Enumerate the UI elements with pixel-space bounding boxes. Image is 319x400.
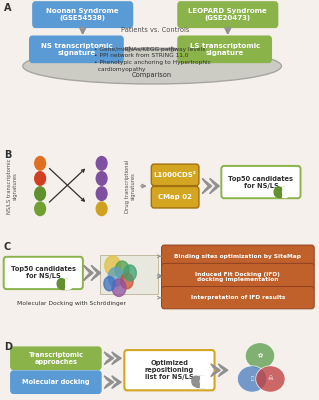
Text: D: D (4, 342, 12, 352)
Text: Optimized
repositioning
list for NS/LS: Optimized repositioning list for NS/LS (145, 360, 194, 380)
Ellipse shape (237, 366, 267, 392)
Text: • Gene/miRNAs/KEGG pathway levels
• PPI network from STRING 11.0
• Phenotypic an: • Gene/miRNAs/KEGG pathway levels • PPI … (94, 46, 211, 72)
Circle shape (124, 265, 136, 281)
Bar (61, 278, 70, 289)
Bar (196, 376, 204, 386)
Polygon shape (112, 376, 121, 388)
Bar (200, 376, 204, 386)
Text: Interpretation of IFD results: Interpretation of IFD results (191, 295, 285, 300)
Text: Comparison: Comparison (132, 72, 172, 78)
Text: Noonan Syndrome
(GSE54538): Noonan Syndrome (GSE54538) (46, 8, 119, 21)
Text: Binding sites optimization by SiteMap: Binding sites optimization by SiteMap (174, 254, 301, 259)
Text: Molecular docking: Molecular docking (22, 379, 90, 385)
Text: NS transcriptomic
signature: NS transcriptomic signature (41, 43, 112, 56)
Text: B: B (4, 150, 11, 160)
Text: Drug transcriptional
signatures: Drug transcriptional signatures (125, 160, 136, 213)
Polygon shape (104, 376, 114, 388)
Circle shape (96, 172, 107, 185)
Circle shape (96, 156, 107, 170)
FancyBboxPatch shape (33, 2, 132, 28)
Text: Transcriptomic
approaches: Transcriptomic approaches (28, 352, 83, 365)
Circle shape (57, 278, 65, 289)
Polygon shape (202, 178, 212, 194)
Polygon shape (104, 352, 114, 365)
Bar (65, 278, 70, 289)
Ellipse shape (245, 343, 275, 369)
Text: A: A (4, 3, 11, 13)
Circle shape (115, 261, 129, 278)
Text: 🎓: 🎓 (251, 376, 254, 382)
FancyBboxPatch shape (151, 164, 199, 186)
Circle shape (282, 187, 291, 197)
Circle shape (108, 267, 123, 286)
FancyBboxPatch shape (100, 255, 159, 294)
Polygon shape (84, 265, 93, 280)
Circle shape (112, 279, 126, 296)
Circle shape (104, 276, 115, 291)
FancyBboxPatch shape (11, 347, 101, 370)
Circle shape (35, 172, 46, 185)
Text: Patients vs. Controls: Patients vs. Controls (121, 27, 189, 33)
Ellipse shape (256, 366, 285, 392)
Text: LS transcriptomic
signature: LS transcriptomic signature (189, 43, 260, 56)
FancyBboxPatch shape (11, 371, 101, 393)
FancyBboxPatch shape (221, 166, 300, 198)
Circle shape (105, 256, 121, 276)
Text: LEOPARD Syndrome
(GSE20473): LEOPARD Syndrome (GSE20473) (189, 8, 267, 21)
Polygon shape (91, 265, 101, 280)
Polygon shape (112, 352, 121, 365)
Circle shape (96, 202, 107, 216)
Circle shape (35, 156, 46, 170)
FancyBboxPatch shape (124, 350, 215, 390)
Text: C: C (4, 242, 11, 252)
FancyBboxPatch shape (161, 286, 314, 309)
Text: Induced Fit Docking (IFD)
docking implementation: Induced Fit Docking (IFD) docking implem… (196, 272, 280, 282)
FancyBboxPatch shape (161, 245, 314, 267)
FancyBboxPatch shape (30, 36, 123, 62)
Circle shape (35, 202, 46, 216)
Text: Top50 candidates
for NS/LS: Top50 candidates for NS/LS (11, 266, 76, 280)
Text: ✿: ✿ (257, 353, 263, 358)
Text: CMap 02: CMap 02 (158, 194, 192, 200)
Circle shape (35, 187, 46, 200)
Ellipse shape (23, 48, 281, 84)
Bar (282, 187, 286, 197)
FancyBboxPatch shape (4, 257, 83, 289)
Circle shape (65, 278, 74, 289)
FancyBboxPatch shape (178, 36, 271, 62)
Text: Top50 candidates
for NS/LS: Top50 candidates for NS/LS (228, 176, 293, 188)
Circle shape (192, 376, 200, 386)
Bar (278, 187, 286, 197)
Polygon shape (210, 178, 219, 194)
Polygon shape (211, 364, 220, 376)
Polygon shape (218, 364, 228, 376)
Circle shape (200, 376, 208, 386)
Text: NS/LS transcriptomic
signatures: NS/LS transcriptomic signatures (7, 158, 18, 214)
FancyBboxPatch shape (161, 263, 314, 290)
Text: L1000CDS²: L1000CDS² (154, 172, 197, 178)
FancyBboxPatch shape (178, 2, 278, 28)
Circle shape (274, 187, 282, 197)
FancyBboxPatch shape (151, 186, 199, 208)
Circle shape (121, 273, 133, 289)
Text: Molecular Docking with Schrödinger: Molecular Docking with Schrödinger (17, 301, 126, 306)
Circle shape (96, 187, 107, 200)
Text: ☠: ☠ (268, 376, 273, 382)
